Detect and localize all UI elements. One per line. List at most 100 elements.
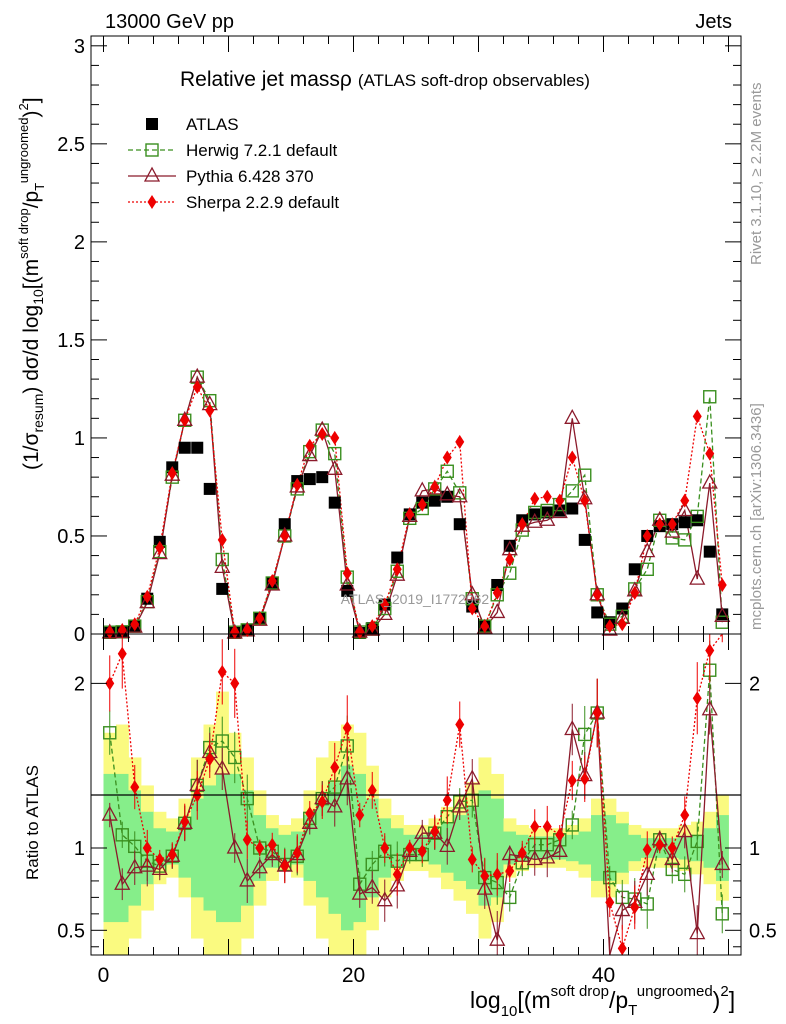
point-pythia — [701, 473, 718, 489]
ratio-point-pythia — [151, 860, 168, 876]
point-pythia — [439, 485, 456, 501]
point-pythia — [414, 481, 431, 497]
ratio-tick-label: 1 — [74, 838, 85, 860]
ratio-point-pythia — [564, 720, 581, 736]
point-sherpa — [317, 427, 327, 442]
ratio-point-pythia — [614, 901, 631, 917]
point-atlas — [716, 608, 729, 621]
ratio-tick-label-right: 1 — [749, 838, 760, 860]
ratio-point-sherpa — [342, 720, 352, 735]
ratio-line-pythia — [109, 709, 723, 956]
ratio-point-sherpa — [655, 837, 665, 852]
ratio-point-sherpa — [642, 842, 652, 857]
point-sherpa — [705, 446, 715, 461]
legend-marker-herwig — [145, 143, 159, 157]
ratio-point-pythia — [239, 871, 256, 887]
ratio-point-pythia — [414, 823, 431, 839]
point-sherpa — [205, 403, 215, 418]
point-herwig — [640, 562, 654, 576]
point-sherpa — [342, 566, 352, 581]
ratio-point-sherpa — [480, 868, 490, 883]
point-sherpa — [155, 540, 165, 555]
band-1sigma — [703, 828, 717, 868]
point-atlas — [203, 482, 216, 495]
ratio-point-sherpa — [367, 783, 377, 798]
ratio-point-pythia — [251, 858, 268, 874]
ratio-line-sherpa — [109, 633, 723, 951]
ratio-point-sherpa — [292, 845, 302, 860]
point-sherpa — [455, 434, 465, 449]
ratio-point-herwig — [678, 867, 692, 882]
point-pythia — [526, 512, 543, 528]
ratio-point-sherpa — [230, 676, 240, 691]
point-sherpa — [280, 528, 290, 543]
ratio-point-sherpa — [117, 646, 127, 661]
point-pythia — [489, 603, 506, 619]
ratio-point-sherpa — [580, 771, 590, 786]
ratio-point-sherpa — [617, 941, 627, 956]
legend-marker-pythia — [143, 166, 161, 182]
point-sherpa — [217, 532, 227, 547]
band-1sigma — [203, 785, 217, 911]
ratio-point-sherpa — [155, 852, 165, 867]
point-herwig — [328, 446, 342, 461]
legend-label-atlas: ATLAS — [186, 115, 239, 134]
header-energy-label: 13000 GeV pp — [105, 11, 234, 33]
point-atlas — [678, 516, 691, 529]
y-tick-label: 1 — [74, 428, 85, 450]
ratio-point-sherpa — [530, 819, 540, 834]
point-atlas — [303, 473, 316, 486]
band-1sigma — [116, 773, 129, 923]
band-1sigma — [103, 773, 117, 923]
ratio-point-pythia — [676, 822, 693, 838]
point-atlas — [566, 502, 579, 515]
point-sherpa — [517, 517, 527, 532]
point-herwig — [578, 468, 592, 482]
ratio-point-sherpa — [355, 808, 365, 823]
mcplots-reference-label: mcplots.cern.ch [arXiv:1306.3436] — [748, 403, 765, 630]
point-pythia — [301, 446, 318, 462]
ratio-point-herwig — [640, 897, 654, 911]
point-sherpa — [255, 611, 265, 626]
point-atlas — [191, 441, 204, 454]
ratio-point-sherpa — [280, 859, 290, 874]
ratio-point-sherpa — [267, 837, 277, 852]
point-sherpa — [667, 517, 677, 532]
ratio-point-pythia — [114, 874, 131, 890]
point-pythia — [539, 510, 556, 526]
ratio-point-pythia — [126, 858, 143, 874]
point-atlas — [278, 518, 291, 531]
ratio-point-sherpa — [705, 643, 715, 658]
analysis-watermark: ATLAS_2019_I1772062 — [341, 591, 490, 607]
point-pythia — [676, 501, 693, 517]
ratio-point-sherpa — [430, 824, 440, 839]
ratio-point-sherpa — [692, 691, 702, 706]
ratio-tick-label: 0.5 — [57, 920, 85, 942]
ratio-point-sherpa — [142, 841, 152, 855]
ratio-y-axis-label: Ratio to ATLAS — [23, 765, 42, 880]
band-1sigma — [328, 782, 342, 914]
ratio-point-sherpa — [205, 752, 215, 767]
point-pythia — [639, 542, 656, 558]
ratio-point-pythia — [501, 845, 518, 861]
point-pythia — [364, 620, 381, 636]
point-pythia — [551, 503, 568, 519]
ratio-point-pythia — [551, 841, 568, 857]
ratio-point-herwig — [690, 834, 704, 849]
ratio-point-pythia — [451, 797, 468, 813]
ratio-point-pythia — [264, 845, 281, 861]
ratio-point-pythia — [139, 856, 156, 872]
main-y-axis-label: (1/σresum) dσ/d log10[(msoft drop/pTungr… — [16, 97, 47, 470]
point-pythia — [339, 575, 356, 591]
ratio-point-sherpa — [330, 760, 340, 775]
ratio-point-herwig — [565, 818, 579, 832]
point-atlas — [578, 533, 591, 546]
ratio-point-pythia — [214, 759, 231, 775]
point-sherpa — [355, 625, 365, 640]
ratio-point-herwig — [103, 726, 117, 740]
point-atlas — [341, 584, 354, 597]
band-1sigma — [578, 831, 592, 865]
ratio-point-sherpa — [242, 832, 252, 847]
ratio-point-sherpa — [167, 847, 177, 862]
